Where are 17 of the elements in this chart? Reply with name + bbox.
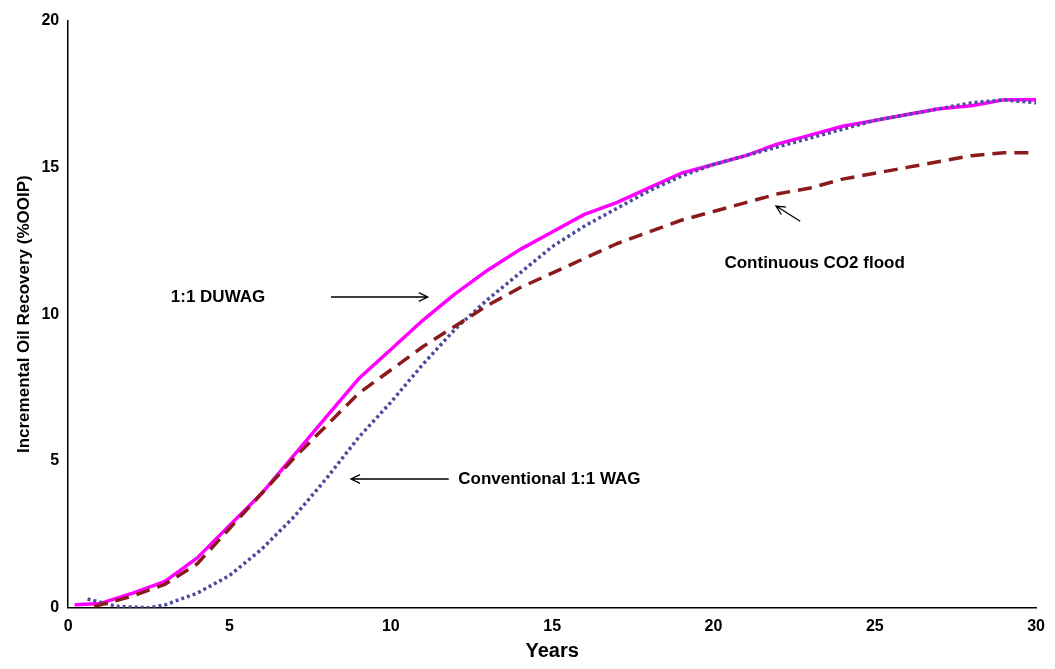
x-tick-label: 30 (1027, 616, 1046, 634)
x-tick-label: 25 (865, 616, 884, 634)
annotation: Continuous CO2 flood (724, 252, 905, 273)
y-tick-label: 5 (50, 451, 60, 469)
x-tick-label: 20 (704, 616, 723, 634)
x-tick-label: 15 (543, 616, 562, 634)
annotation: Conventional 1:1 WAG (458, 469, 641, 490)
y-tick-label: 20 (41, 11, 60, 29)
x-tick-label: 0 (63, 616, 73, 634)
annotation: 1:1 DUWAG (170, 286, 266, 307)
x-tick-label: 5 (225, 616, 235, 634)
y-axis-title: Incremental Oil Recovery (%OOIP) (13, 175, 33, 454)
x-tick-label: 10 (381, 616, 400, 634)
y-tick-label: 0 (50, 598, 60, 616)
x-axis-title: Years (525, 638, 579, 661)
y-tick-label: 10 (41, 304, 60, 322)
y-tick-label: 15 (41, 157, 60, 175)
